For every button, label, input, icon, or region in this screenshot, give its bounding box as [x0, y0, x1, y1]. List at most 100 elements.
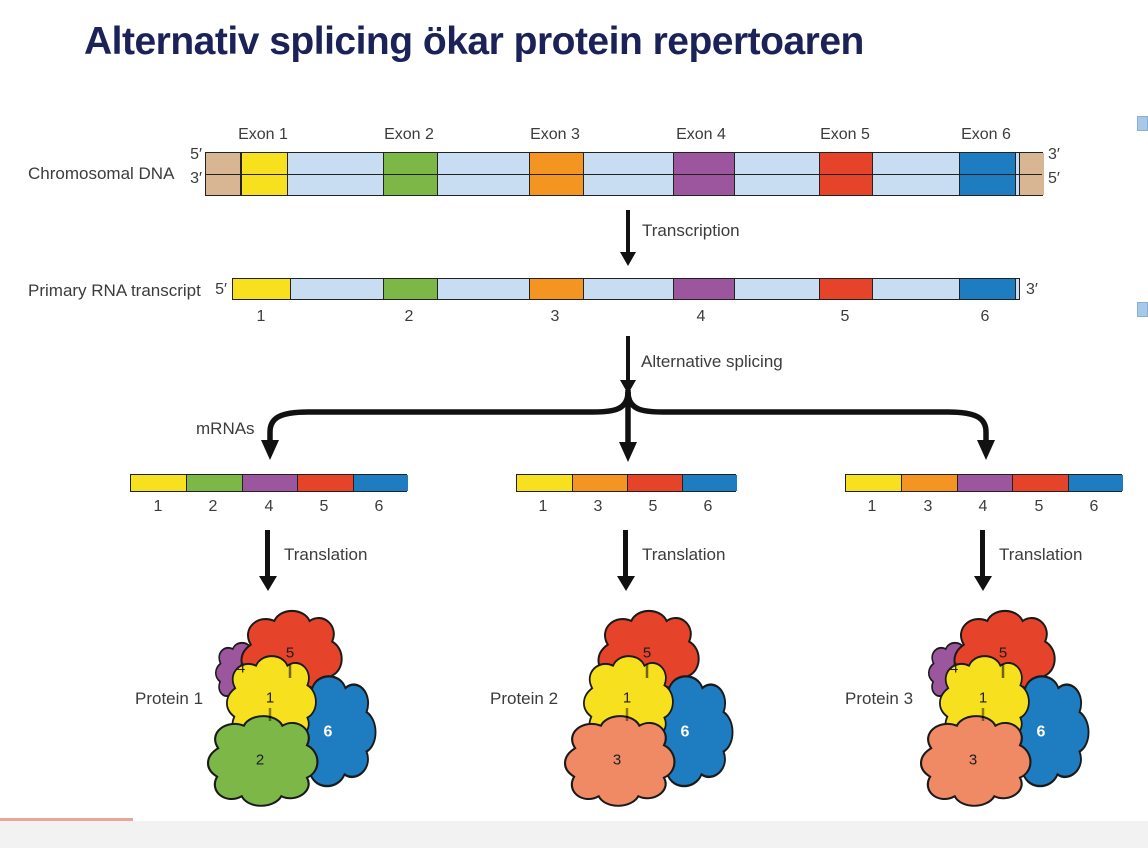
splicing-arrow — [626, 336, 630, 384]
rna-exon-3 — [529, 279, 584, 299]
scrollbar-marker-top[interactable] — [1137, 116, 1148, 131]
protein-figure-2: 5 1 6 3 — [563, 609, 734, 807]
protein-figure-3: 4 5 1 6 3 — [919, 609, 1090, 807]
branch-arrowhead-right — [977, 440, 995, 460]
branch-arrowhead-left — [261, 440, 279, 460]
mrna-segment — [517, 475, 572, 491]
translation-arrowhead-1 — [259, 576, 277, 591]
exon-label-3: Exon 3 — [530, 126, 580, 143]
branch-path-left — [267, 391, 631, 442]
rna-exon-5 — [819, 279, 873, 299]
mrna-bar-3 — [845, 474, 1123, 492]
mrna-segment — [353, 475, 408, 491]
dna-strand-divider — [206, 174, 1042, 175]
mrna-number: 4 — [978, 498, 988, 515]
rna-exon-number: 5 — [840, 308, 850, 325]
mrna-segment — [627, 475, 682, 491]
mrna-number: 2 — [208, 498, 218, 515]
mrna-number: 6 — [374, 498, 384, 515]
mrna-segment — [846, 475, 901, 491]
mrna-number: 6 — [703, 498, 713, 515]
rna-exon-number: 2 — [404, 308, 414, 325]
dna-three-prime-right: 3′ — [1048, 146, 1060, 163]
translation-label-1: Translation — [284, 545, 368, 564]
mrna-number: 3 — [923, 498, 933, 515]
dna-bar — [205, 152, 1044, 196]
dna-three-prime-left: 3′ — [190, 170, 202, 187]
subunit-number: 4 — [950, 660, 958, 677]
subunit-number: 2 — [256, 752, 264, 769]
translation-arrowhead-2 — [617, 576, 635, 591]
rna-five-prime: 5′ — [215, 281, 227, 298]
rna-bar — [232, 278, 1020, 300]
mrna-number: 5 — [648, 498, 658, 515]
mrna-segment — [957, 475, 1012, 491]
exon-label-5: Exon 5 — [820, 126, 870, 143]
subunit-number: 1 — [266, 690, 274, 707]
subunit-number: 1 — [623, 690, 631, 707]
mrna-segment — [1068, 475, 1123, 491]
mrna-segment — [242, 475, 297, 491]
mrna-segment — [186, 475, 242, 491]
exon-label-6: Exon 6 — [961, 126, 1011, 143]
rna-exon-2 — [383, 279, 438, 299]
translation-arrow-3 — [980, 530, 985, 578]
rna-three-prime: 3′ — [1026, 281, 1038, 298]
dna-five-prime-left: 5′ — [190, 146, 202, 163]
rna-exon-number: 3 — [550, 308, 560, 325]
mrna-segment — [1012, 475, 1068, 491]
footer-strip — [0, 821, 1148, 848]
mrna-segment — [682, 475, 737, 491]
subunit-number: 3 — [613, 752, 621, 769]
splicing-arrowhead — [620, 380, 636, 394]
subunit-number: 6 — [1037, 724, 1046, 741]
bottom-accent-line — [0, 818, 133, 821]
subunit-number: 5 — [286, 645, 294, 662]
mrna-bar-1 — [130, 474, 408, 492]
branch-path-right — [625, 391, 989, 442]
mrna-segment — [131, 475, 186, 491]
rna-exon-number: 1 — [256, 308, 266, 325]
mrna-segment — [901, 475, 957, 491]
mrna-number: 1 — [153, 498, 163, 515]
splicing-branch-arrows — [261, 390, 995, 462]
protein-label-1: Protein 1 — [135, 689, 204, 708]
mrna-number: 6 — [1089, 498, 1099, 515]
mrna-number: 5 — [319, 498, 329, 515]
rna-exon-number: 4 — [696, 308, 706, 325]
rna-label: Primary RNA transcript — [28, 281, 201, 300]
subunit-number: 5 — [999, 645, 1007, 662]
exon-label-1: Exon 1 — [238, 126, 288, 143]
transcription-arrowhead — [620, 252, 636, 266]
protein-label-2: Protein 2 — [490, 689, 559, 708]
rna-exon-1 — [233, 279, 291, 299]
translation-label-3: Translation — [999, 545, 1083, 564]
mrna-segment — [572, 475, 627, 491]
chromosomal-dna-label: Chromosomal DNA — [28, 164, 175, 183]
mrna-number: 3 — [593, 498, 603, 515]
subunit-number: 5 — [643, 645, 651, 662]
protein-figure-1: 4 5 1 6 2 — [206, 609, 377, 807]
scrollbar-marker-bottom[interactable] — [1137, 302, 1148, 317]
mrna-number: 1 — [538, 498, 548, 515]
exon-label-2: Exon 2 — [384, 126, 434, 143]
mrnas-label: mRNAs — [196, 419, 255, 438]
dna-five-prime-right: 5′ — [1048, 170, 1060, 187]
subunit-number: 1 — [979, 690, 987, 707]
translation-arrowhead-3 — [974, 576, 992, 591]
transcription-label: Transcription — [642, 221, 740, 240]
splicing-label: Alternative splicing — [641, 352, 783, 371]
mrna-segment — [297, 475, 353, 491]
transcription-arrow — [626, 210, 630, 254]
branch-arrowhead-center — [619, 442, 637, 462]
mrna-number: 1 — [867, 498, 877, 515]
subunit-number: 3 — [969, 752, 977, 769]
translation-arrow-2 — [623, 530, 628, 578]
rna-exon-number: 6 — [980, 308, 990, 325]
mrna-number: 5 — [1034, 498, 1044, 515]
mrna-bar-2 — [516, 474, 737, 492]
subunit-number: 4 — [237, 660, 245, 677]
subunit-number: 6 — [324, 724, 333, 741]
translation-label-2: Translation — [642, 545, 726, 564]
